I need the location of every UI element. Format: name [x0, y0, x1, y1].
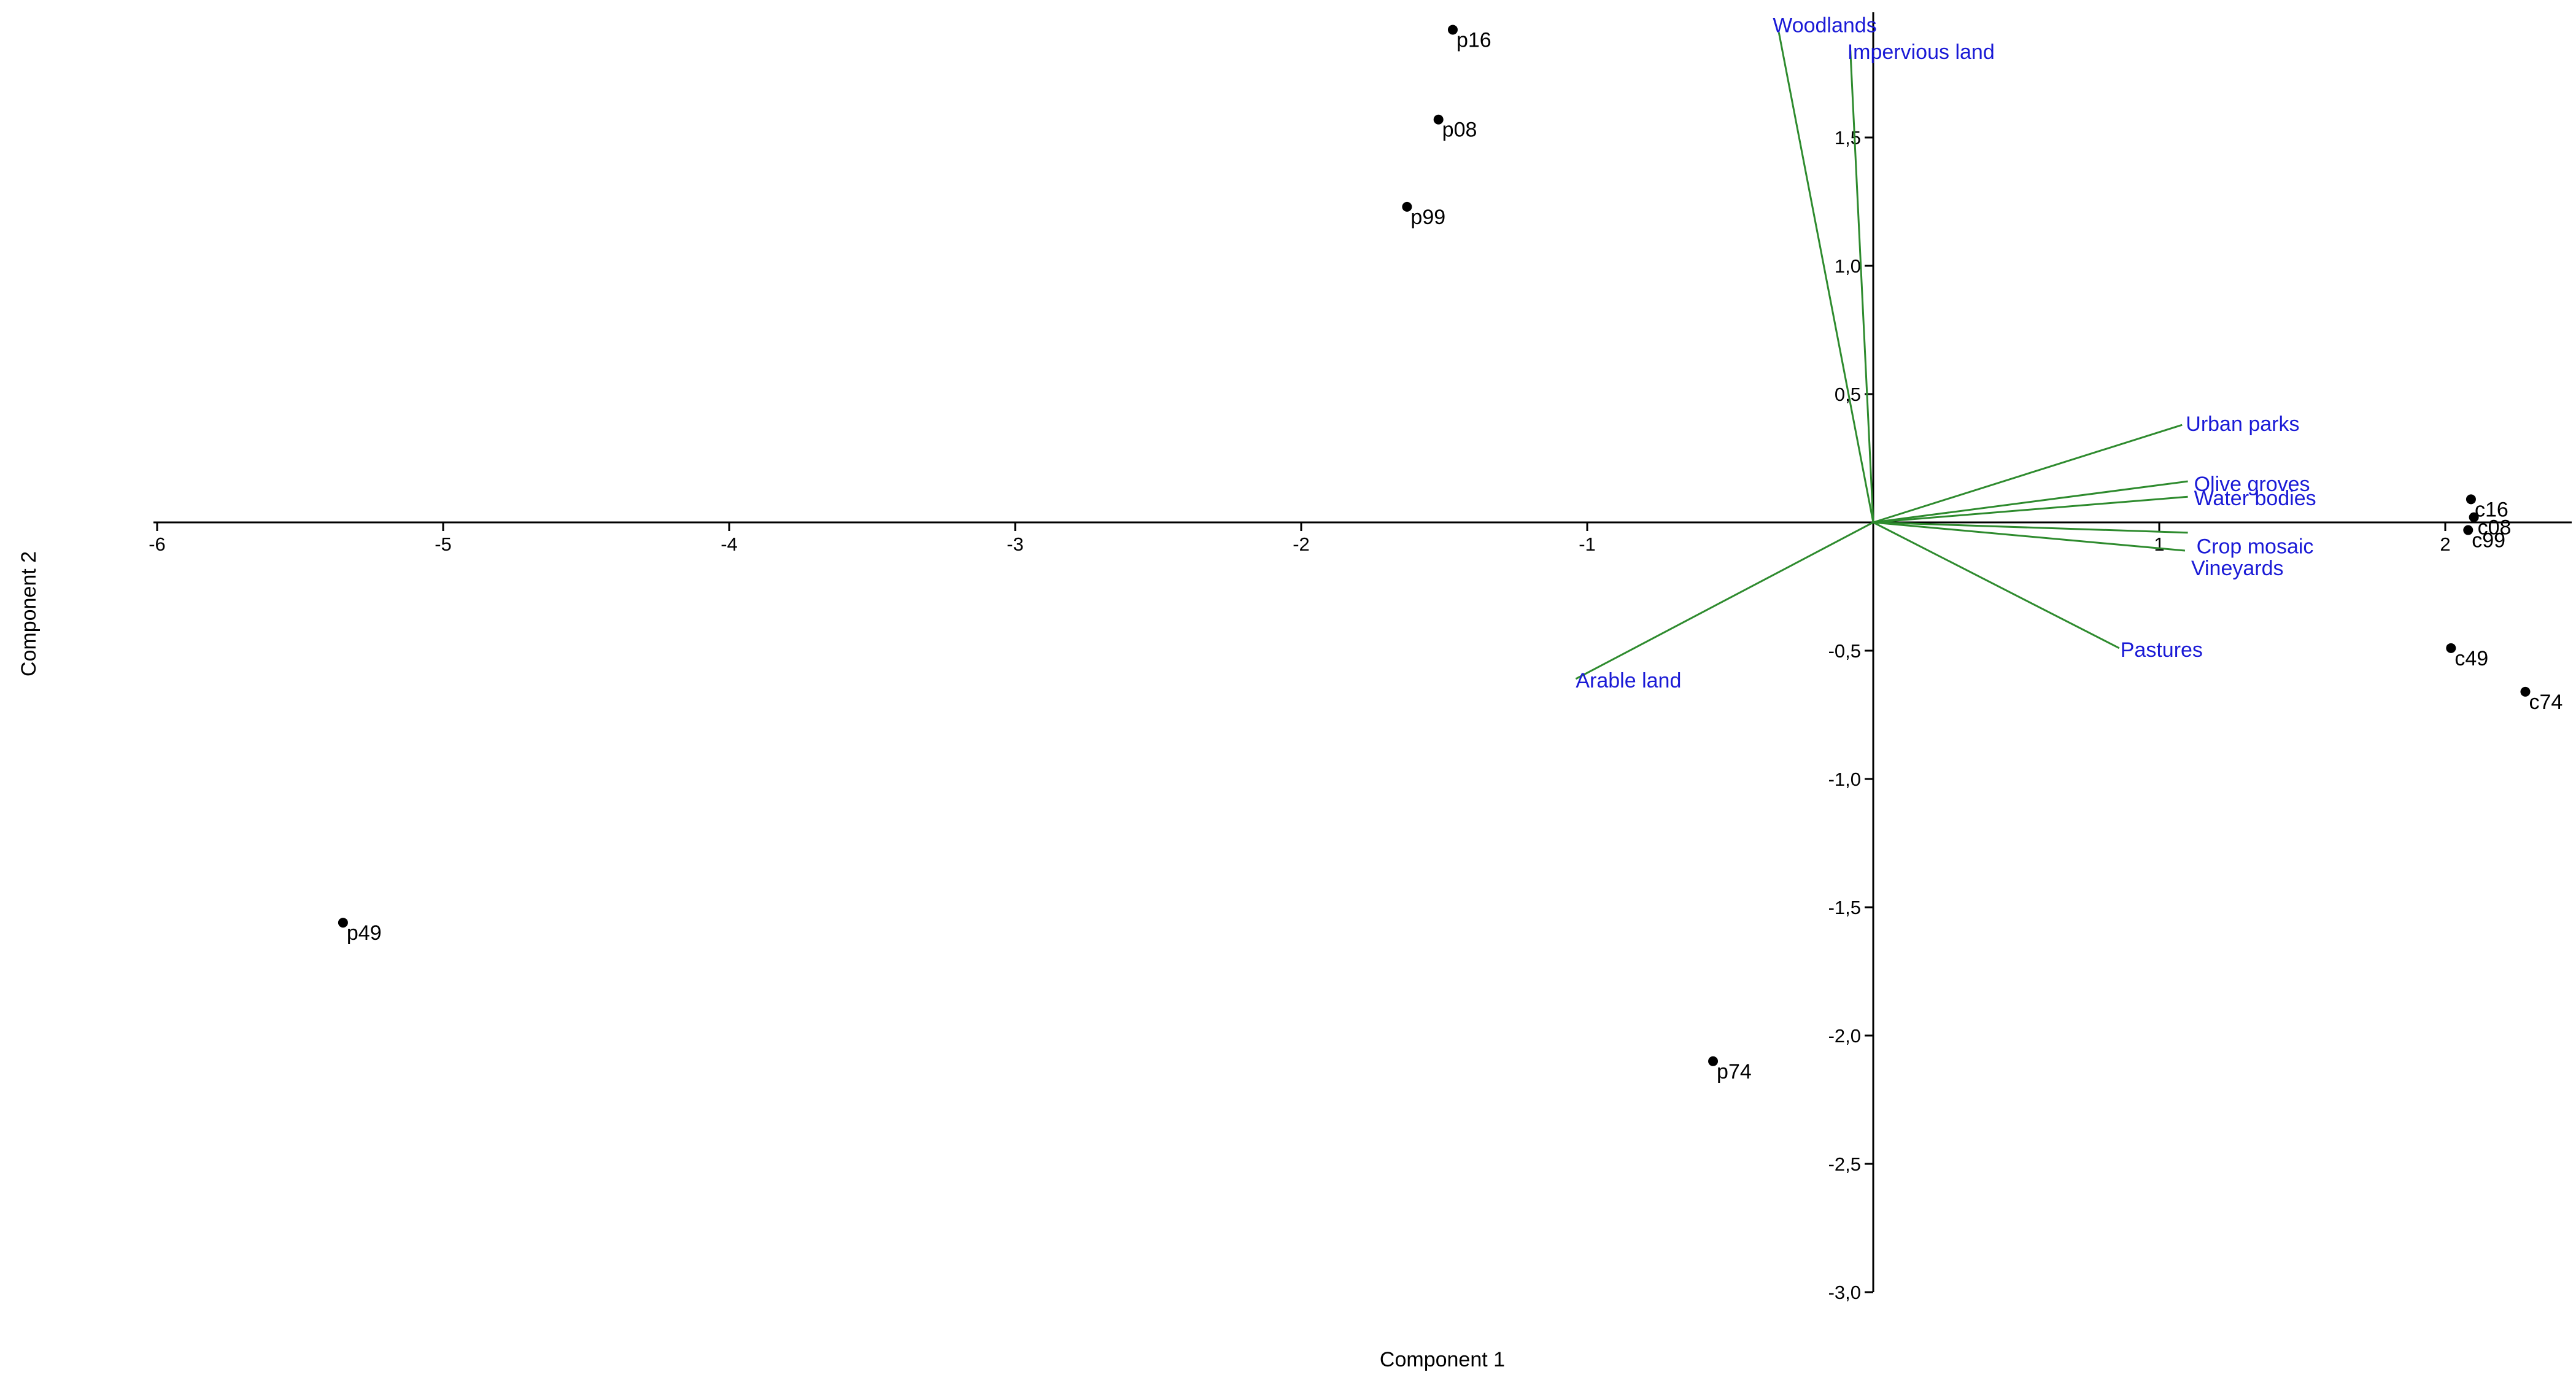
point-label: c74: [2529, 691, 2562, 714]
score-point: [2520, 686, 2531, 697]
score-point: [2463, 525, 2474, 535]
x-tick-label: -4: [721, 533, 738, 555]
point-label: c49: [2454, 647, 2488, 670]
loading-vector: [1873, 480, 2188, 524]
loading-vector: [1873, 521, 2186, 552]
x-tick-label: 2: [2440, 533, 2450, 555]
loading-vector: [1873, 521, 2120, 649]
y-tick-label: -2,0: [1828, 1025, 1861, 1047]
score-point: [2466, 494, 2476, 505]
axes: -6-5-4-3-2-1121,51,00,5-0,5-1,0-1,5-2,0-…: [149, 12, 2572, 1303]
loading-vector: [1873, 424, 2183, 524]
vector-label: Urban parks: [2186, 413, 2299, 436]
score-point: [1433, 114, 1444, 125]
point-label: c99: [2472, 529, 2505, 552]
y-tick-label: -3,0: [1828, 1282, 1861, 1303]
point-label: p99: [1410, 206, 1445, 229]
loading-vector: [1777, 32, 1874, 523]
point-label: p16: [1456, 28, 1491, 52]
point-label: c16: [2475, 498, 2508, 521]
score-point: [2469, 512, 2479, 522]
vector-label: Crop mosaic: [2197, 535, 2314, 559]
x-tick-label: -5: [435, 533, 452, 555]
loading-vector: [1849, 50, 1874, 523]
vector-label: Woodlands: [1773, 14, 1877, 37]
vector-label: Vineyards: [2191, 557, 2284, 580]
y-tick-label: 1,5: [1835, 127, 1861, 149]
score-point: [338, 918, 348, 928]
loading-vectors: Woodlands Impervious land Urban parks Olive…: [1575, 14, 2316, 692]
point-label: c08: [2478, 516, 2512, 540]
loading-vector: [1873, 521, 2188, 534]
point-label: p49: [347, 921, 382, 945]
x-tick-label: -2: [1293, 533, 1310, 555]
vector-label: Arable land: [1576, 669, 1681, 692]
vector-label: Olive groves: [2194, 473, 2310, 496]
point-label: p74: [1717, 1060, 1752, 1083]
vector-label: Pastures: [2121, 638, 2203, 662]
x-tick-label: 1: [2154, 533, 2164, 555]
point-label: p08: [1442, 118, 1477, 142]
x-tick-label: -1: [1579, 533, 1596, 555]
x-tick-label: -6: [149, 533, 166, 555]
score-point: [1447, 25, 1458, 35]
y-tick-label: 1,0: [1835, 255, 1861, 277]
x-tick-label: -3: [1007, 533, 1024, 555]
y-tick-label: -1,5: [1828, 897, 1861, 918]
vector-label: Water bodies: [2194, 487, 2316, 510]
score-point: [1402, 201, 1412, 212]
y-tick-label: -0,5: [1828, 640, 1861, 662]
vector-label: Impervious land: [1847, 41, 1995, 64]
score-point: [1708, 1056, 1719, 1066]
score-point: [2446, 643, 2456, 653]
x-axis-title: Component 1: [1380, 1348, 1505, 1371]
y-axis-title: Component 2: [17, 551, 41, 676]
y-tick-label: -2,5: [1828, 1153, 1861, 1175]
loading-vector: [1575, 521, 1874, 680]
loading-vector: [1873, 495, 2188, 524]
y-tick-label: -1,0: [1828, 769, 1861, 790]
